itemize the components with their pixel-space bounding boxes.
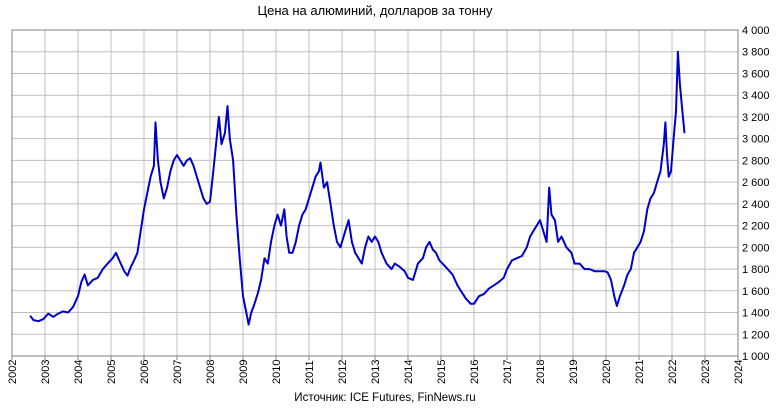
chart-title: Цена на алюминий, долларов за тонну xyxy=(257,3,493,18)
x-tick-label: 2004 xyxy=(73,360,85,384)
source-note: Источник: ICE Futures, FinNews.ru xyxy=(294,392,475,404)
x-tick-label: 2023 xyxy=(700,360,712,384)
x-tick-label: 2015 xyxy=(436,360,448,384)
x-tick-label: 2016 xyxy=(469,360,481,384)
x-tick-label: 2006 xyxy=(139,360,151,384)
x-tick-label: 2009 xyxy=(238,360,250,384)
x-tick-label: 2021 xyxy=(634,360,646,384)
y-tick-label: 2 000 xyxy=(742,242,770,254)
y-tick-label: 3 800 xyxy=(742,47,770,59)
y-tick-label: 2 200 xyxy=(742,221,770,233)
y-tick-label: 2 800 xyxy=(742,155,770,167)
gridlines xyxy=(11,29,739,357)
y-tick-label: 1 400 xyxy=(742,308,770,320)
y-tick-label: 3 400 xyxy=(742,90,770,102)
y-tick-label: 1 800 xyxy=(742,264,770,276)
y-tick-label: 3 600 xyxy=(742,68,770,80)
x-axis-ticks: 2002 2003 2004 2005 2006 2007 2008 2009 2010 2011… xyxy=(7,356,745,384)
x-tick-label: 2014 xyxy=(403,360,415,384)
x-tick-label: 2007 xyxy=(172,360,184,384)
x-tick-label: 2008 xyxy=(205,360,217,384)
y-tick-label: 3 200 xyxy=(742,112,770,124)
y-tick-label: 1 600 xyxy=(742,286,770,298)
x-tick-label: 2022 xyxy=(667,360,679,384)
x-tick-label: 2002 xyxy=(7,360,19,384)
x-tick-label: 2003 xyxy=(40,360,52,384)
y-tick-label: 2 400 xyxy=(742,199,770,211)
x-tick-label: 2010 xyxy=(271,360,283,384)
x-tick-label: 2017 xyxy=(502,360,514,384)
x-tick-label: 2012 xyxy=(337,360,349,384)
x-tick-label: 2019 xyxy=(568,360,580,384)
price-series-line xyxy=(29,50,686,326)
y-tick-label: 1 000 xyxy=(742,351,770,363)
x-tick-label: 2020 xyxy=(601,360,613,384)
x-tick-label: 2005 xyxy=(106,360,118,384)
series-group xyxy=(29,50,686,326)
y-tick-label: 2 600 xyxy=(742,177,770,189)
x-tick-label: 2011 xyxy=(304,360,316,384)
y-tick-label: 1 200 xyxy=(742,329,770,341)
x-tick-label: 2024 xyxy=(733,360,745,384)
y-tick-label: 4 000 xyxy=(742,25,770,37)
y-tick-label: 3 000 xyxy=(742,134,770,146)
x-tick-label: 2018 xyxy=(535,360,547,384)
x-tick-label: 2013 xyxy=(370,360,382,384)
y-axis-ticks: 1 000 1 200 1 400 1 600 1 800 2 000 2 200 2 400… xyxy=(742,25,770,363)
